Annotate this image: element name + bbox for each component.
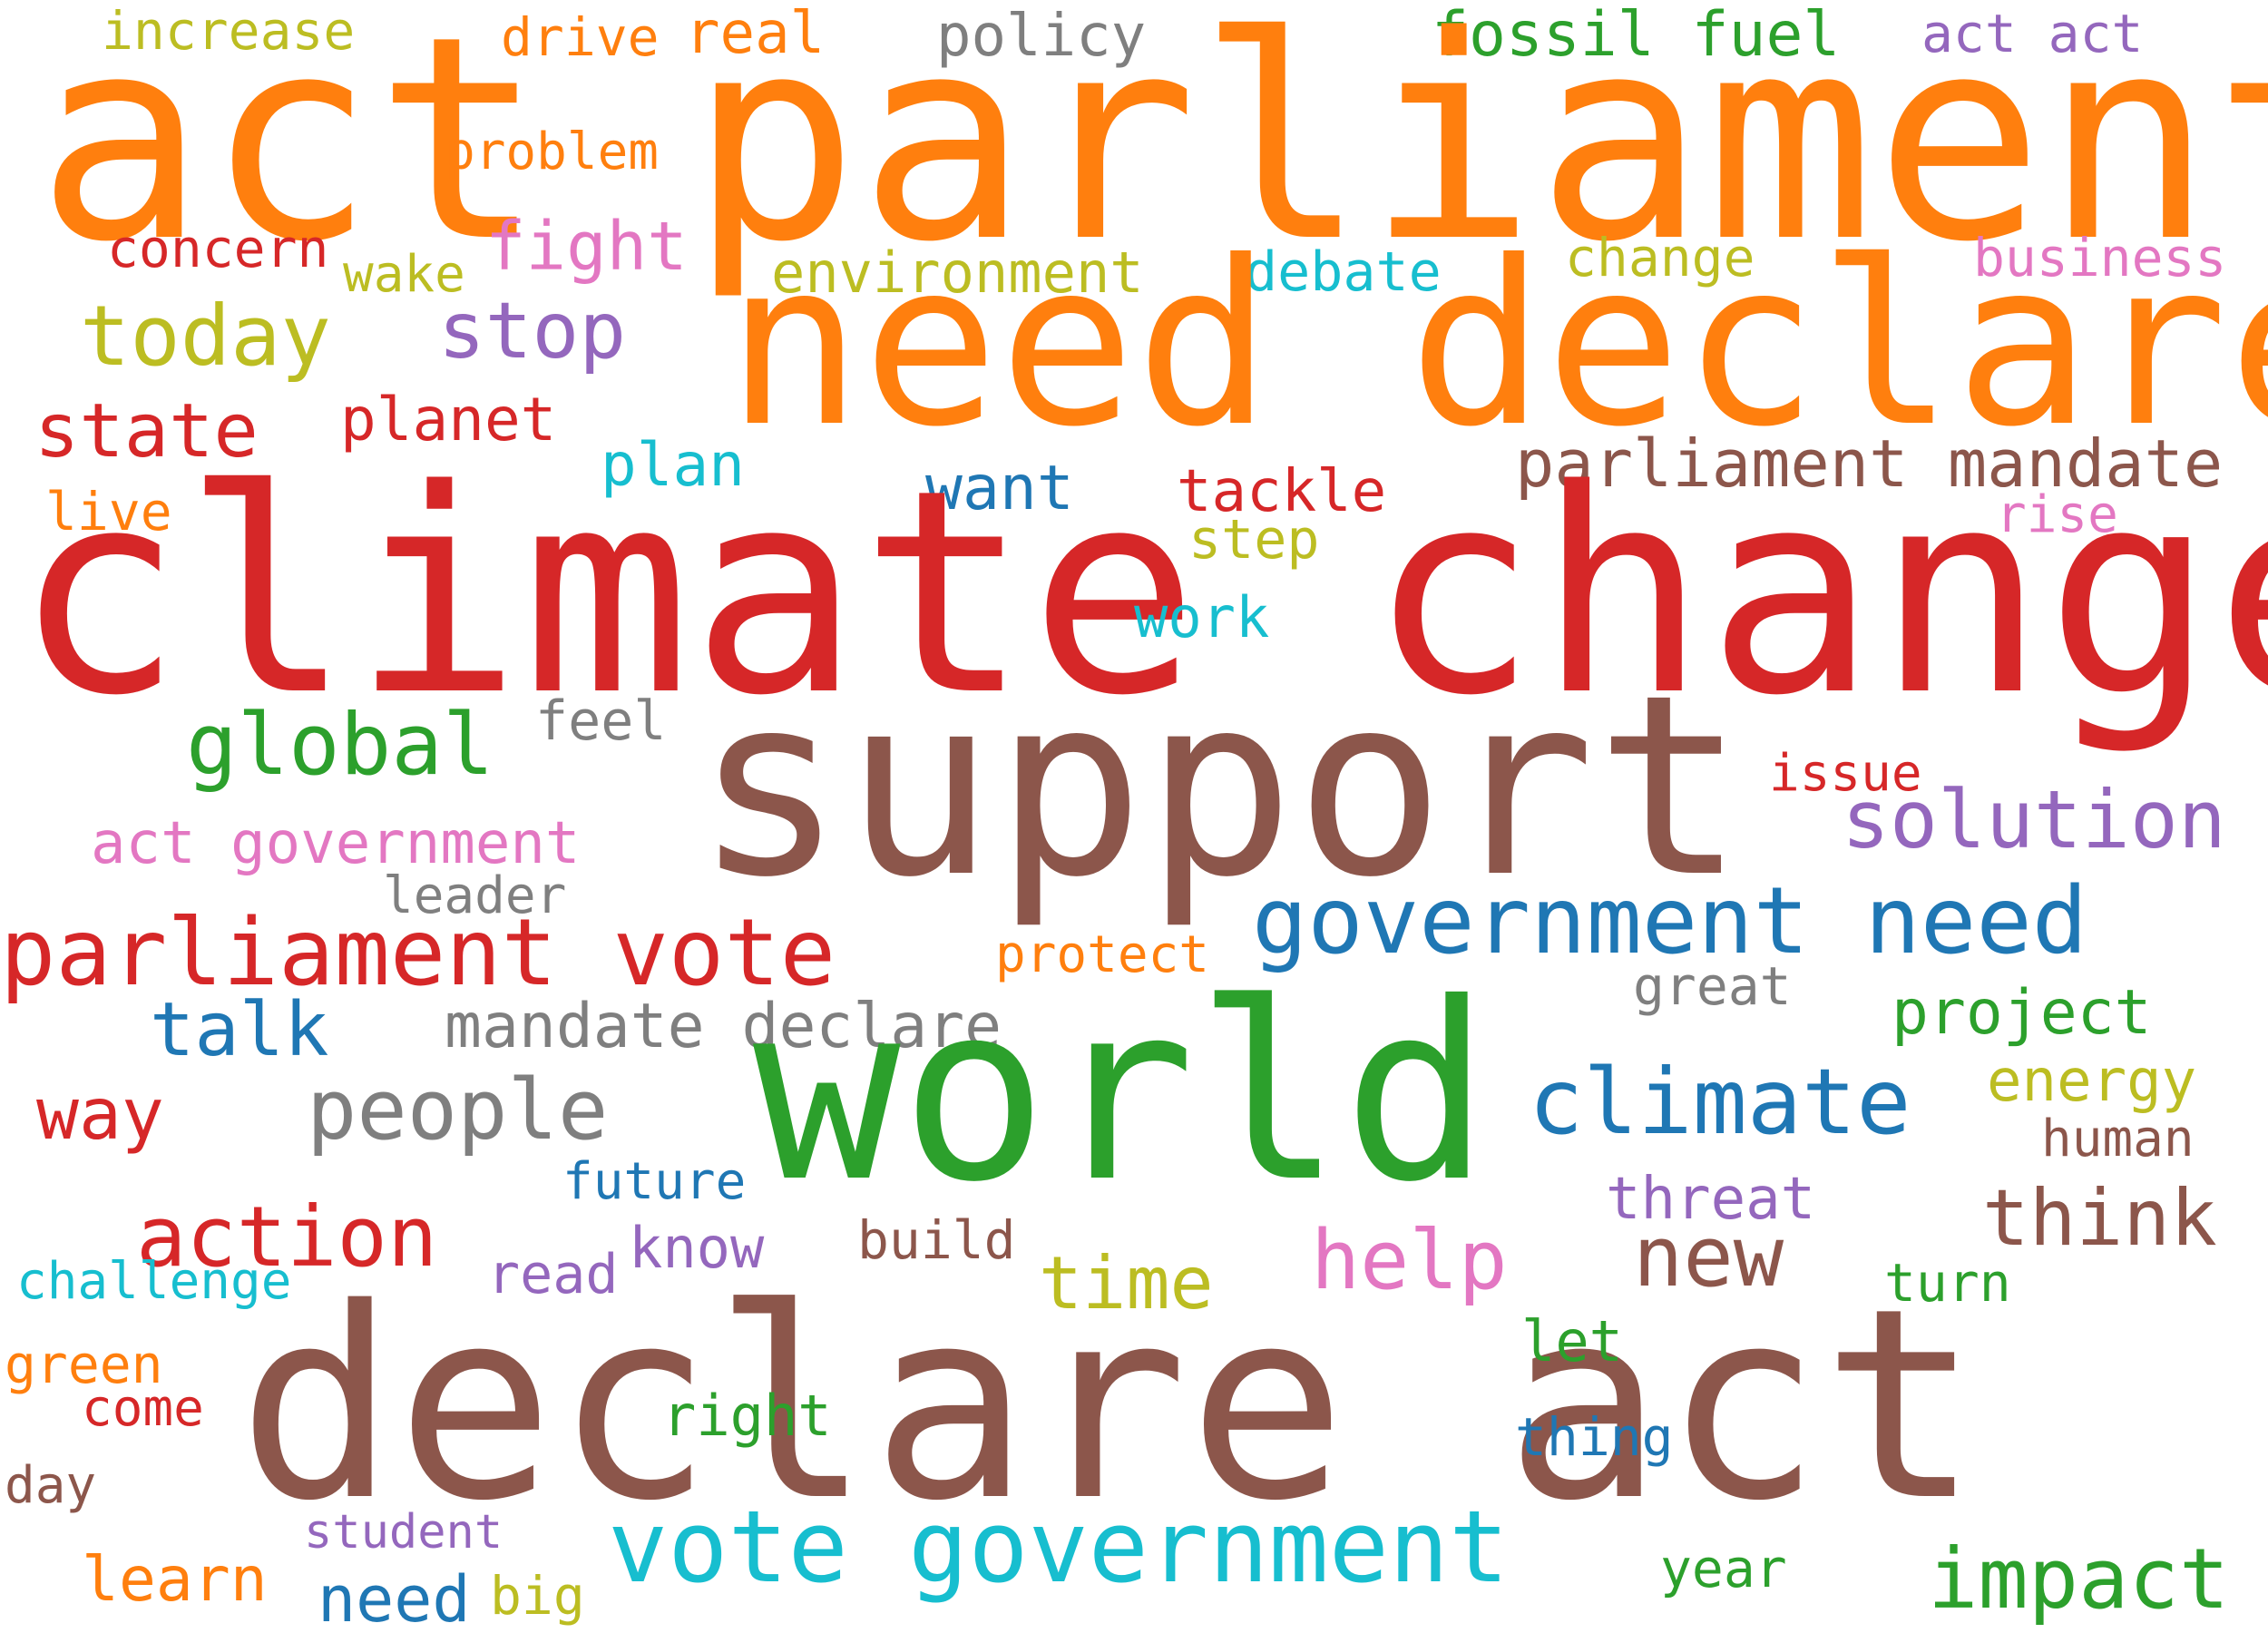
cloud-word: concern (107, 218, 329, 279)
cloud-word: time (1039, 1241, 1214, 1325)
cloud-word: protect (995, 925, 1210, 984)
cloud-word: global (186, 696, 494, 795)
cloud-word: help (1311, 1213, 1508, 1308)
cloud-word: parliament mandate (1515, 425, 2224, 502)
cloud-word: right (662, 1383, 832, 1449)
cloud-word: parliament (689, 0, 2268, 304)
cloud-word: parliament vote (0, 899, 836, 1007)
cloud-word: action (136, 1188, 438, 1286)
cloud-word: live (45, 481, 172, 543)
cloud-word: read (487, 1243, 619, 1306)
cloud-word: climate change (14, 430, 2268, 758)
cloud-word: threat (1606, 1166, 1816, 1233)
cloud-word: policy (936, 3, 1147, 70)
cloud-word: turn (1884, 1252, 2011, 1314)
cloud-word: planet (340, 385, 557, 455)
cloud-word: increase (102, 0, 356, 62)
cloud-word: need (318, 1562, 471, 1633)
cloud-word: declare act (238, 1253, 1980, 1559)
cloud-word: new (1633, 1208, 1784, 1305)
cloud-word: need declare (726, 212, 2268, 476)
cloud-word: big (490, 1565, 585, 1627)
cloud-word: impact (1928, 1530, 2230, 1628)
cloud-word: solution (1842, 773, 2226, 866)
cloud-word: year (1660, 1538, 1787, 1599)
cloud-word: issue (1769, 744, 1922, 803)
cloud-word: project (1892, 977, 2152, 1049)
cloud-word: feel (535, 689, 667, 753)
cloud-word: fight (485, 208, 688, 286)
cloud-word: want (925, 453, 1074, 524)
cloud-word: change (1565, 227, 1755, 288)
cloud-word: student (304, 1505, 503, 1560)
cloud-word: let (1521, 1308, 1623, 1374)
cloud-word: stop (438, 286, 627, 376)
cloud-word: rise (1996, 485, 2118, 544)
cloud-word: support (694, 641, 1745, 932)
cloud-word: environment (771, 240, 1144, 306)
cloud-word: think (1982, 1173, 2217, 1264)
cloud-word: day (5, 1456, 97, 1515)
cloud-word: work (1134, 584, 1270, 650)
cloud-word: wake (343, 245, 465, 304)
cloud-word: state (34, 388, 259, 474)
cloud-word: step (1188, 508, 1320, 572)
cloud-word: thing (1515, 1406, 1674, 1468)
cloud-word: great (1633, 955, 1792, 1017)
cloud-word: energy (1987, 1048, 2197, 1115)
cloud-word: fossil fuel (1432, 0, 1841, 71)
cloud-word: come (82, 1379, 204, 1438)
cloud-word: act (36, 0, 544, 304)
cloud-word: mandate declare (445, 991, 1002, 1062)
cloud-word: build (857, 1209, 1016, 1271)
cloud-word: climate (1529, 1049, 1911, 1155)
cloud-word: drive (501, 6, 660, 68)
cloud-word: talk (150, 987, 329, 1073)
cloud-word: way (36, 1074, 164, 1156)
cloud-word: future (562, 1152, 747, 1211)
cloud-word: world (753, 950, 1491, 1236)
cloud-word: know (629, 1215, 765, 1281)
cloud-word: debate (1245, 240, 1442, 304)
cloud-word: learn (82, 1544, 268, 1616)
cloud-word: business (1973, 227, 2227, 288)
cloud-word: green (5, 1334, 163, 1395)
cloud-word: real (685, 0, 826, 67)
cloud-word: act government (91, 810, 581, 877)
cloud-word: people (307, 1061, 609, 1159)
cloud-word: plan (601, 430, 745, 500)
cloud-word: tackle (1177, 458, 1387, 525)
cloud-word: human (2041, 1110, 2195, 1169)
cloud-word: vote government (608, 1489, 1510, 1605)
cloud-word: government need (1252, 867, 2088, 975)
cloud-word: problem (445, 122, 660, 181)
cloud-word: today (80, 288, 331, 385)
cloud-word: challenge (16, 1252, 292, 1311)
cloud-word: leader (383, 866, 567, 925)
cloud-word: act act (1921, 3, 2144, 64)
